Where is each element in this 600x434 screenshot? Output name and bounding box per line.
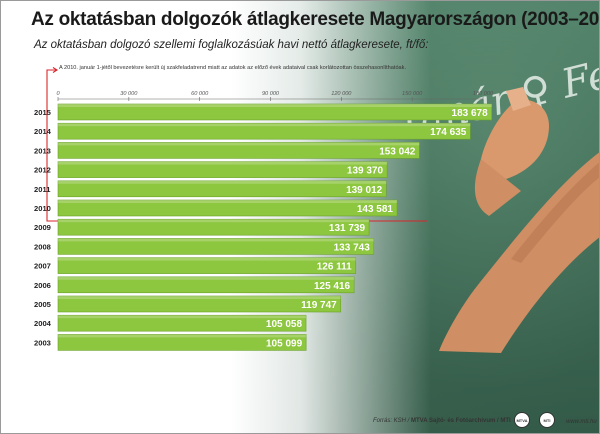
bar-highlight: [58, 161, 388, 165]
bar: [57, 199, 398, 217]
bar-highlight: [58, 180, 387, 184]
x-tick-label: 0: [56, 91, 60, 97]
bar-value-label: 105 058: [266, 319, 303, 330]
mti-logo-icon: MTI: [539, 412, 555, 428]
bar: [57, 122, 471, 140]
bar-value-label: 139 370: [347, 166, 384, 177]
x-tick-label: 120 000: [331, 91, 352, 97]
note-arrow-icon: [52, 67, 59, 73]
chart-title: Az oktatásban dolgozók átlagkeresete Mag…: [31, 9, 600, 30]
x-tick-label: 150 000: [402, 91, 423, 97]
bar-value-label: 153 042: [379, 146, 416, 157]
credit-text: MTVA Sajtó- és Fotóarchívum / MTI: [411, 418, 511, 424]
mtva-logo-icon: MTVA: [514, 412, 530, 428]
bar-value-label: 143 581: [357, 204, 394, 215]
photo-fade: [231, 1, 431, 433]
year-label: 2008: [34, 242, 51, 251]
bar-value-label: 119 747: [301, 300, 337, 311]
x-tick-label: 90 000: [262, 91, 280, 97]
source-label: Forrás: KSH /: [373, 418, 412, 424]
year-label: 2005: [34, 300, 52, 309]
bar: [57, 218, 370, 236]
bar-value-label: 174 635: [430, 127, 467, 138]
bar-highlight: [58, 276, 355, 280]
year-label: 2013: [34, 146, 51, 155]
bar: [57, 314, 307, 332]
x-tick-label: 30 000: [120, 91, 138, 97]
bar-highlight: [58, 257, 356, 261]
x-tick-label: 180 000: [473, 91, 494, 97]
bar: [57, 142, 420, 159]
bar: [57, 334, 307, 351]
x-tick-label: 60 000: [191, 91, 209, 97]
bar-value-label: 105 099: [266, 338, 303, 349]
chart-subtitle: Az oktatásban dolgozó szellemi foglalkoz…: [34, 39, 429, 51]
year-label: 2011: [34, 185, 51, 194]
year-label: 2004: [34, 319, 52, 328]
bar-highlight: [58, 104, 492, 107]
bar-value-label: 125 416: [314, 281, 351, 292]
bar-highlight: [58, 200, 398, 203]
year-label: 2003: [34, 338, 51, 347]
methodology-note: A 2010. január 1-jétől bevezetésre kerül…: [59, 65, 407, 71]
bar-highlight: [58, 296, 341, 299]
year-label: 2015: [34, 108, 52, 117]
year-label: 2009: [34, 223, 51, 232]
bar: [57, 257, 357, 274]
bar-highlight: [58, 142, 420, 146]
bar-value-label: 133 743: [334, 242, 371, 253]
bar: [57, 238, 375, 255]
bar-value-label: 139 012: [346, 185, 383, 196]
bar: [57, 161, 388, 178]
bar-highlight: [58, 315, 307, 319]
bar: [57, 295, 342, 313]
bar-highlight: [58, 123, 471, 127]
bar-value-label: 126 111: [317, 262, 352, 273]
bar-highlight: [58, 219, 370, 223]
bar: [57, 180, 387, 198]
year-label: 2012: [34, 166, 51, 175]
year-label: 2014: [34, 127, 52, 136]
bar-highlight: [58, 238, 374, 242]
year-label: 2007: [34, 262, 51, 271]
year-label: 2006: [34, 281, 51, 290]
bar-value-label: 183 678: [452, 108, 489, 119]
bar-value-label: 131 739: [329, 223, 366, 234]
bar: [57, 103, 492, 121]
bar: [57, 276, 355, 294]
arm-illustration: [439, 87, 599, 353]
source-footer: Forrás: KSH / MTVA Sajtó- és Fotóarchívu…: [373, 418, 511, 424]
year-label: 2010: [34, 204, 51, 213]
bar-highlight: [58, 334, 307, 338]
website-label: www.mti.hu: [566, 419, 597, 425]
